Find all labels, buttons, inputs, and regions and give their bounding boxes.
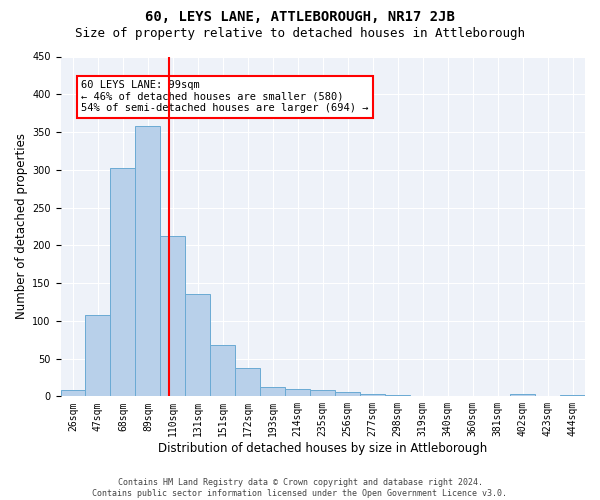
Bar — [310, 390, 335, 396]
Bar — [85, 315, 110, 396]
Bar — [235, 368, 260, 396]
Bar — [385, 395, 410, 396]
Bar — [560, 395, 585, 396]
Text: 60, LEYS LANE, ATTLEBOROUGH, NR17 2JB: 60, LEYS LANE, ATTLEBOROUGH, NR17 2JB — [145, 10, 455, 24]
Bar — [185, 294, 211, 396]
X-axis label: Distribution of detached houses by size in Attleborough: Distribution of detached houses by size … — [158, 442, 487, 455]
Bar — [211, 345, 235, 397]
Bar — [160, 236, 185, 396]
Text: 60 LEYS LANE: 99sqm
← 46% of detached houses are smaller (580)
54% of semi-detac: 60 LEYS LANE: 99sqm ← 46% of detached ho… — [82, 80, 369, 114]
Bar — [360, 394, 385, 396]
Y-axis label: Number of detached properties: Number of detached properties — [15, 134, 28, 320]
Text: Size of property relative to detached houses in Attleborough: Size of property relative to detached ho… — [75, 28, 525, 40]
Bar — [136, 126, 160, 396]
Bar — [335, 392, 360, 396]
Text: Contains HM Land Registry data © Crown copyright and database right 2024.
Contai: Contains HM Land Registry data © Crown c… — [92, 478, 508, 498]
Bar — [285, 389, 310, 396]
Bar — [61, 390, 85, 396]
Bar — [260, 386, 285, 396]
Bar — [510, 394, 535, 396]
Bar — [110, 168, 136, 396]
